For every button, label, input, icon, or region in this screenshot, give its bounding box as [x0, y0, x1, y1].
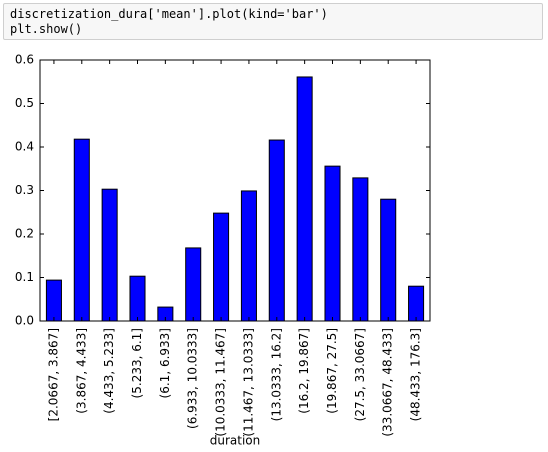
x-axis-label: duration: [210, 434, 261, 448]
plot-frame: [39, 59, 431, 322]
x-tick-label: [2.0667, 3.867]: [46, 328, 60, 421]
bar: [129, 275, 146, 322]
x-tick-label: (6.933, 10.0333]: [186, 328, 200, 429]
x-tick-label: (6.1, 6.933]: [158, 328, 172, 398]
bar: [45, 279, 62, 322]
y-tick-label: 0.0: [15, 314, 34, 328]
bar: [73, 138, 90, 322]
y-tick-label: 0.1: [15, 270, 34, 284]
bar: [185, 247, 202, 322]
code-line: discretization_dura['mean'].plot(kind='b…: [10, 7, 328, 21]
x-tick-label: (5.233, 6.1]: [130, 328, 144, 398]
code-line: plt.show(): [10, 22, 83, 36]
code-cell[interactable]: discretization_dura['mean'].plot(kind='b…: [3, 3, 543, 40]
y-tick-label: 0.3: [15, 183, 34, 197]
x-tick-label: (10.0333, 11.467]: [214, 328, 228, 437]
x-tick-label: (19.867, 27.5]: [325, 328, 339, 414]
x-tick-label: (11.467, 13.0333]: [241, 328, 255, 437]
bar: [352, 177, 369, 322]
y-tick-label: 0.4: [15, 140, 34, 154]
bar: [296, 76, 313, 322]
y-tick-label: 0.2: [15, 227, 34, 241]
x-tick-label: (33.0667, 48.433]: [381, 328, 395, 437]
bar: [324, 165, 341, 322]
bar: [268, 139, 285, 322]
bar: [213, 212, 230, 322]
y-tick-label: 0.6: [15, 53, 34, 67]
y-tick-label: 0.5: [15, 96, 34, 110]
x-tick-label: (16.2, 19.867]: [297, 328, 311, 414]
bar: [101, 188, 118, 322]
x-tick-label: (27.5, 33.0667]: [353, 328, 367, 421]
bar: [380, 198, 397, 322]
bar: [408, 285, 425, 322]
bar: [240, 190, 257, 322]
x-tick-label: (3.867, 4.433]: [74, 328, 88, 414]
x-tick-label: (13.0333, 16.2]: [269, 328, 283, 421]
x-tick-label: (4.433, 5.233]: [102, 328, 116, 414]
x-tick-label: (48.433, 176.3]: [409, 328, 423, 421]
